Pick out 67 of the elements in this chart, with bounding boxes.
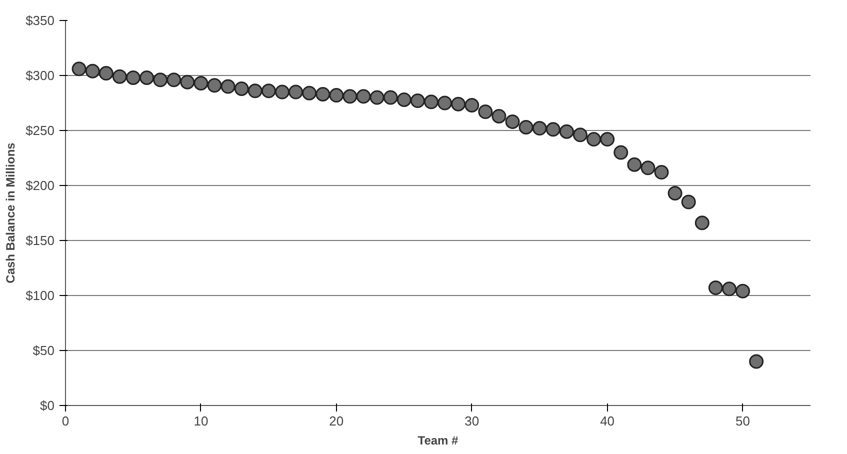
x-axis-title: Team # — [418, 434, 459, 448]
point — [234, 81, 249, 96]
y-tick-label: $300 — [26, 68, 54, 83]
point — [559, 124, 574, 139]
point — [424, 94, 438, 110]
point — [112, 69, 127, 84]
point — [640, 160, 656, 176]
point — [180, 74, 195, 90]
point — [140, 70, 154, 85]
point — [478, 104, 493, 120]
point — [451, 96, 466, 112]
point — [274, 84, 290, 100]
y-tick-label: $0 — [40, 398, 55, 413]
point — [220, 79, 236, 94]
point — [342, 89, 358, 104]
point — [126, 70, 140, 85]
point — [248, 84, 262, 98]
point — [288, 84, 304, 100]
x-tick-label: 20 — [329, 414, 344, 428]
point — [627, 157, 642, 172]
point — [586, 132, 602, 147]
point — [207, 78, 222, 93]
x-tick-label: 50 — [736, 414, 750, 428]
y-tick-label: $200 — [26, 178, 54, 193]
point — [383, 90, 398, 105]
x-tick-label: 40 — [600, 414, 615, 428]
point — [85, 64, 100, 78]
point — [518, 120, 534, 134]
point — [356, 89, 371, 104]
point — [464, 98, 480, 112]
point — [722, 282, 736, 296]
point — [166, 72, 182, 88]
point — [194, 76, 208, 90]
point — [505, 114, 520, 129]
point — [614, 145, 628, 160]
point — [410, 94, 425, 108]
x-tick-label: 10 — [194, 414, 208, 428]
point — [370, 90, 384, 105]
point — [438, 96, 452, 110]
point — [708, 280, 723, 296]
y-tick-label: $150 — [26, 233, 54, 248]
y-tick-label: $50 — [32, 343, 55, 358]
point — [572, 128, 588, 142]
point — [600, 132, 615, 147]
point — [736, 284, 750, 298]
point — [396, 92, 412, 107]
x-tick-label: 30 — [464, 414, 480, 428]
x-tick-label: 0 — [62, 414, 70, 428]
point — [668, 186, 682, 200]
point — [654, 165, 669, 180]
point — [153, 72, 168, 88]
y-tick-label: $350 — [26, 13, 54, 28]
point — [694, 216, 710, 230]
point — [98, 66, 114, 81]
point — [316, 86, 330, 102]
point — [72, 62, 86, 76]
y-axis-title: Cash Balance in Millions — [4, 142, 18, 284]
y-tick-label: $100 — [26, 288, 54, 303]
point — [261, 84, 276, 98]
point — [546, 122, 560, 137]
point — [532, 121, 547, 136]
point — [492, 108, 506, 124]
point — [749, 354, 764, 369]
point — [302, 86, 317, 100]
point — [329, 88, 344, 103]
point — [681, 194, 696, 210]
y-tick-label: $250 — [26, 123, 54, 138]
